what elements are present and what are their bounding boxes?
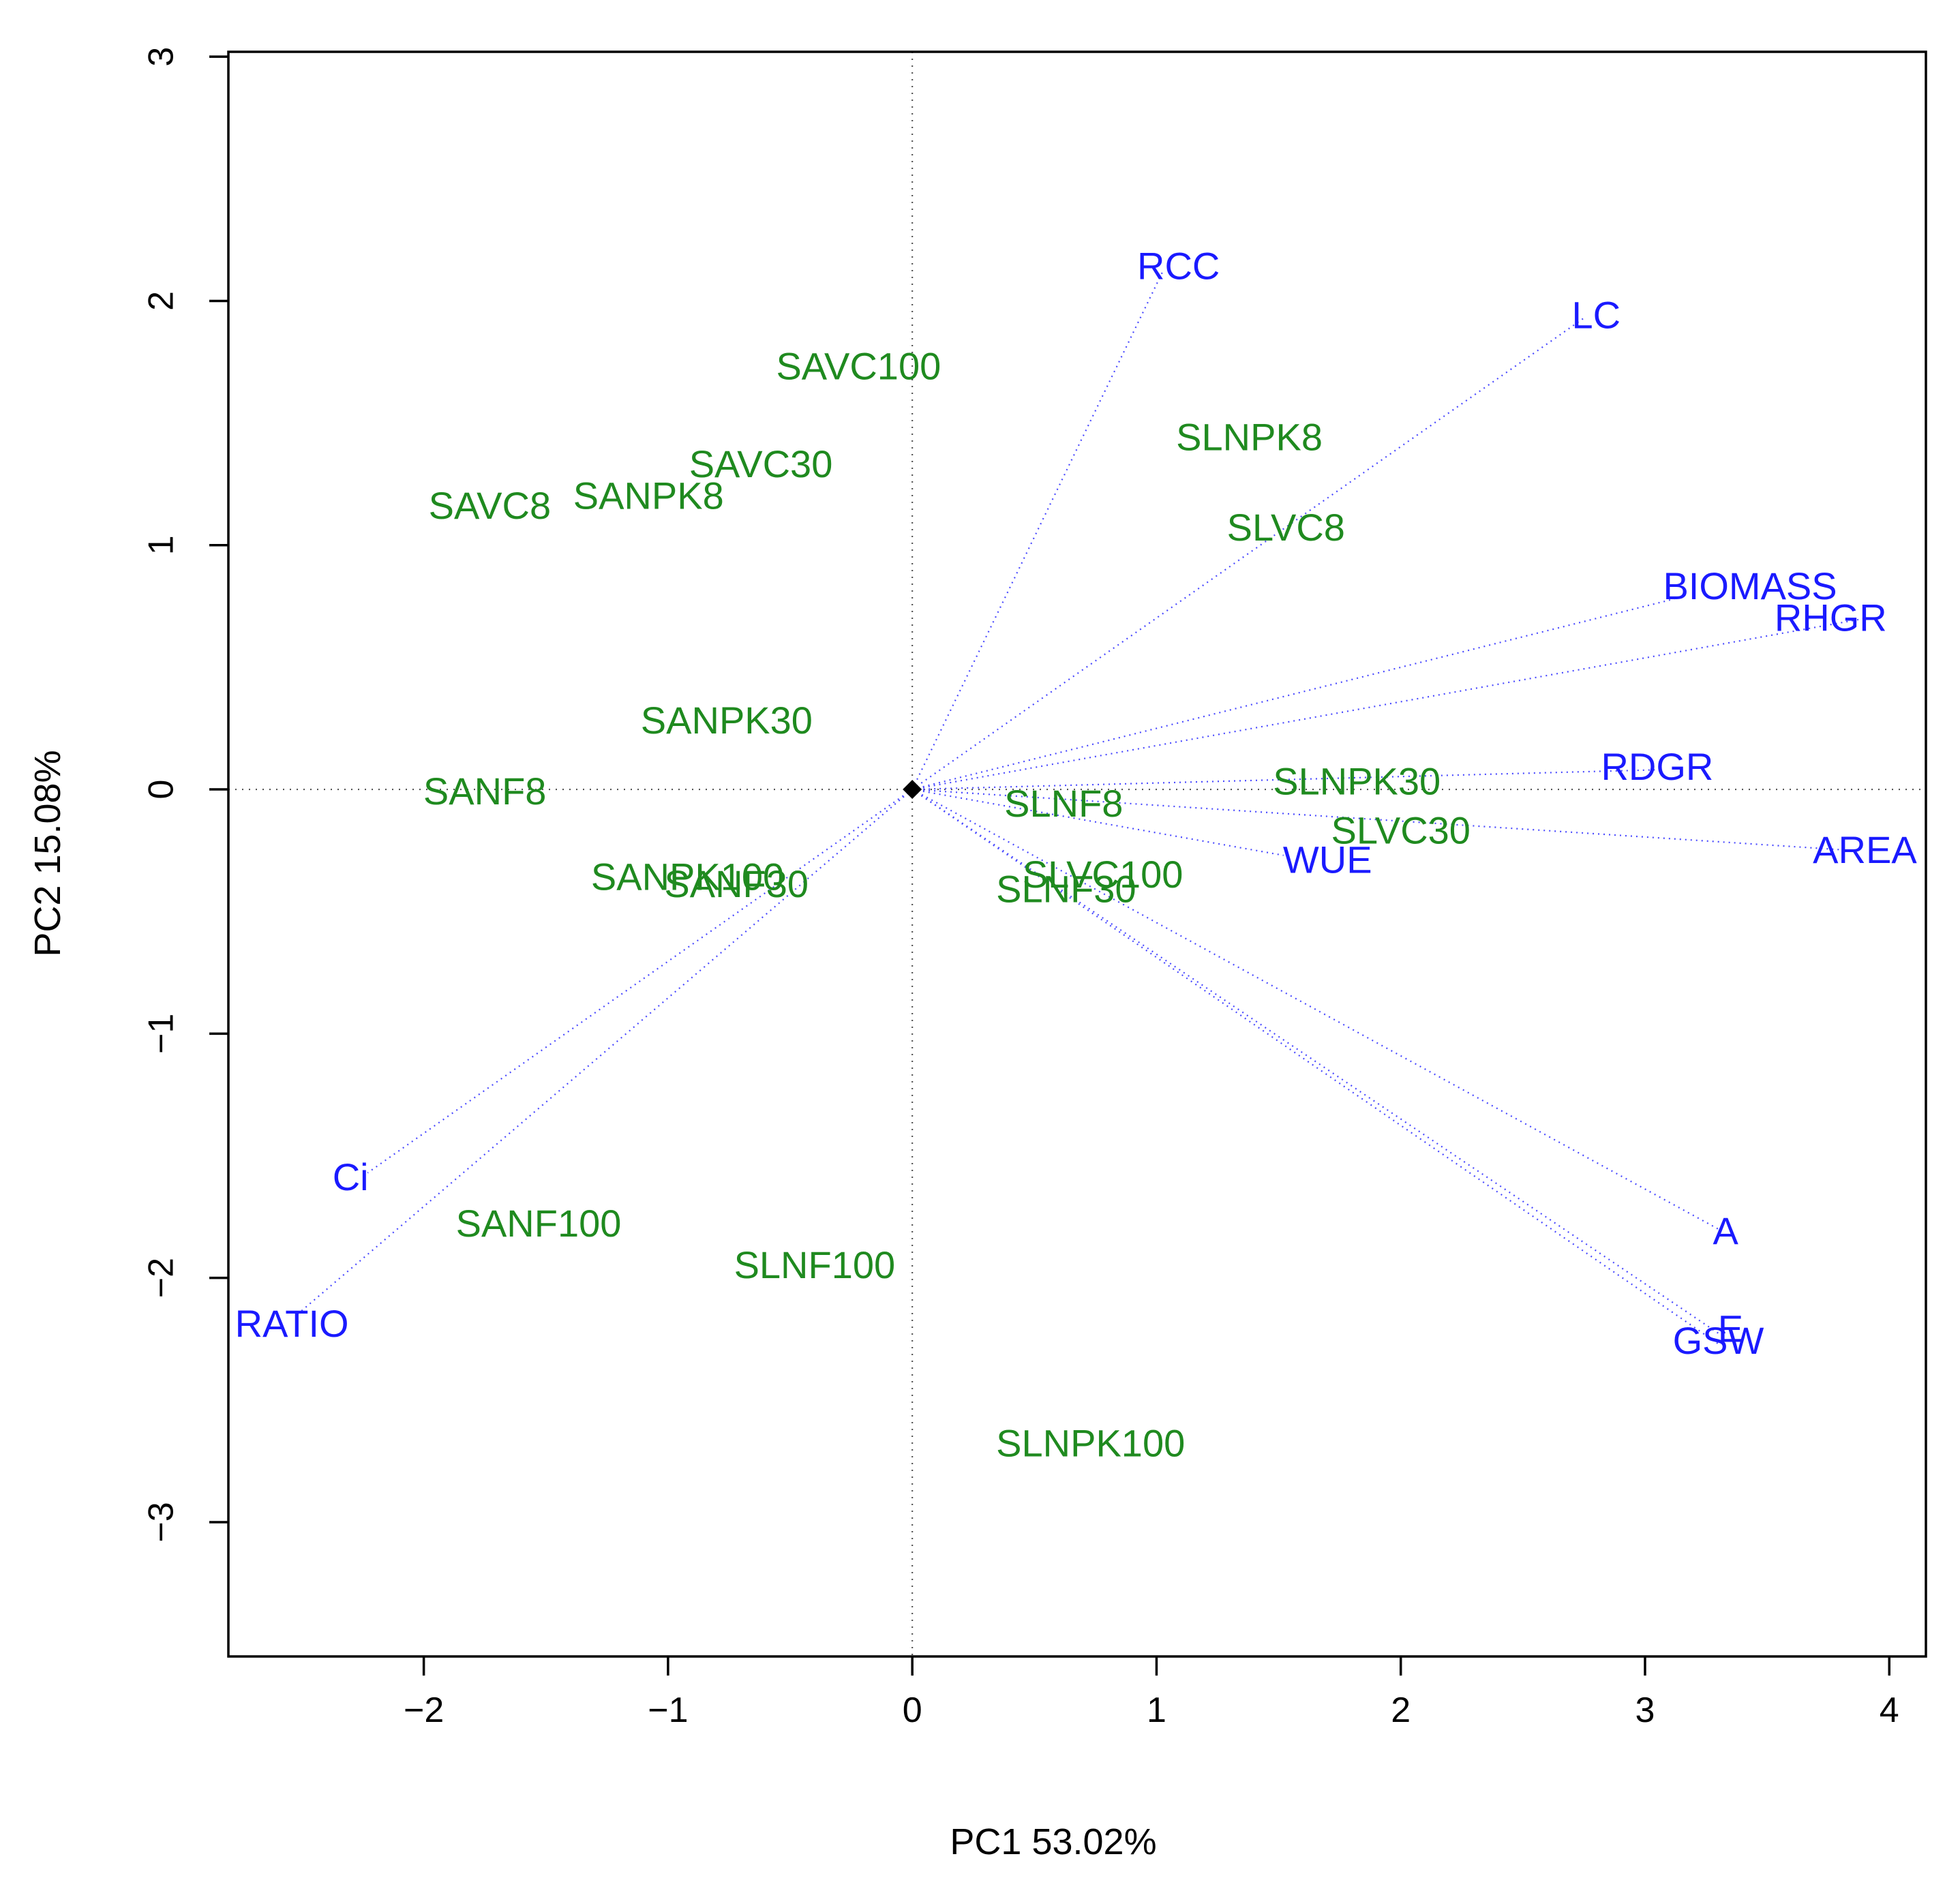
var-label-rcc: RCC [1137, 245, 1220, 288]
var-label-lc: LC [1572, 293, 1621, 336]
observation-labels: SAVC100 SAVC30 SAVC8 SANPK8 SANPK30 SANF8 SANP… [423, 345, 1471, 1465]
obs-label-slnf100: SLNF100 [734, 1243, 896, 1286]
var-label-gsw: GSW [1673, 1319, 1764, 1362]
obs-label-slnf30: SLNF30 [996, 867, 1136, 910]
x-tick-label: −2 [404, 1691, 444, 1730]
obs-label-slnpk100: SLNPK100 [996, 1422, 1185, 1465]
obs-label-sanf30: SANF30 [664, 862, 809, 905]
obs-label-slnpk30: SLNPK30 [1273, 760, 1441, 803]
reference-lines [228, 52, 1926, 1656]
y-tick-label: 2 [142, 291, 181, 311]
y-axis-ticks: −3 −2 −1 0 1 2 3 [142, 47, 228, 1543]
obs-label-sanpk30: SANPK30 [641, 699, 813, 742]
var-label-ci: Ci [333, 1155, 369, 1198]
vector-biomass [911, 598, 1675, 791]
x-tick-label: 1 [1147, 1691, 1166, 1730]
obs-label-savc8: SAVC8 [429, 484, 551, 527]
y-tick-label: 1 [142, 535, 181, 555]
vector-ci [367, 789, 913, 1174]
obs-label-sanpk8: SANPK8 [573, 474, 724, 517]
y-tick-label: 3 [142, 47, 181, 67]
var-label-wue: WUE [1283, 838, 1372, 881]
obs-label-sanpk100: SANPK100 [591, 855, 784, 898]
var-label-biomass: BIOMASS [1663, 564, 1837, 607]
obs-label-slvc30: SLVC30 [1331, 808, 1471, 851]
obs-label-sanf100: SANF100 [456, 1202, 622, 1245]
var-label-area: AREA [1813, 828, 1917, 871]
plot-frame [227, 50, 1927, 1658]
x-axis-ticks: −2 −1 0 1 2 3 4 [404, 1656, 1899, 1730]
vector-lc [911, 317, 1585, 790]
y-axis-label: PC2 15.08% [27, 750, 68, 956]
x-tick-label: 3 [1635, 1691, 1655, 1730]
vector-ratio [294, 789, 913, 1318]
y-tick-label: −3 [142, 1502, 181, 1542]
obs-label-slnf8: SLNF8 [1004, 782, 1123, 825]
x-tick-label: 2 [1391, 1691, 1411, 1730]
obs-label-slvc8: SLVC8 [1227, 506, 1345, 549]
obs-label-slvc100: SLVC100 [1023, 853, 1183, 896]
x-tick-label: 4 [1880, 1691, 1899, 1730]
vector-rdgr [912, 769, 1655, 791]
vector-a [911, 789, 1719, 1230]
var-label-e: E [1718, 1307, 1743, 1350]
x-axis-label: PC1 53.02% [950, 1821, 1156, 1862]
x-tick-label: 0 [903, 1691, 922, 1730]
var-label-rdgr: RDGR [1601, 745, 1713, 788]
obs-label-savc30: SAVC30 [689, 442, 833, 485]
var-label-a: A [1713, 1209, 1739, 1252]
origin-marker [903, 780, 922, 800]
obs-label-savc100: SAVC100 [776, 345, 941, 388]
origin-diamond [903, 780, 922, 800]
loading-vectors [294, 269, 1865, 1345]
axes [227, 50, 1927, 1658]
y-tick-label: 0 [142, 780, 181, 800]
y-tick-label: −2 [142, 1258, 181, 1298]
var-label-ratio: RATIO [235, 1302, 349, 1345]
x-tick-label: −1 [648, 1691, 688, 1730]
y-tick-label: −1 [142, 1014, 181, 1054]
var-label-rhgr: RHGR [1775, 596, 1887, 639]
obs-label-sanf8: SANF8 [423, 770, 547, 813]
obs-label-slnpk8: SLNPK8 [1176, 415, 1323, 458]
